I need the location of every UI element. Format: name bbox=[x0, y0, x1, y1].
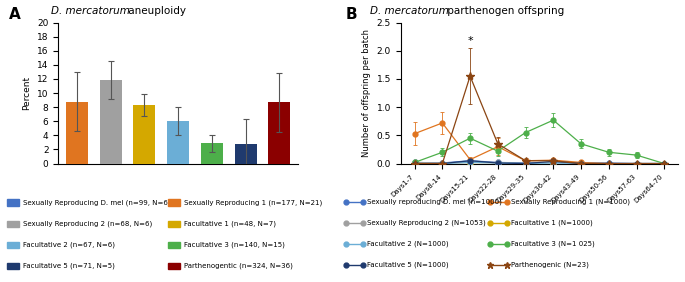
Text: aneuploidy: aneuploidy bbox=[125, 6, 186, 16]
Bar bbox=[99, 80, 121, 164]
Text: Sexually Reproducing 1 (n=177, N=21): Sexually Reproducing 1 (n=177, N=21) bbox=[184, 199, 323, 206]
Text: Sexually Reproducing D. mel (n=99, N=6): Sexually Reproducing D. mel (n=99, N=6) bbox=[23, 199, 171, 206]
Text: B: B bbox=[346, 7, 358, 22]
Text: Facultative 1 (N=1000): Facultative 1 (N=1000) bbox=[511, 219, 593, 226]
Text: Sexually Reproducing 1 (N=1000): Sexually Reproducing 1 (N=1000) bbox=[511, 198, 630, 205]
Text: *: * bbox=[467, 36, 473, 46]
Text: Facultative 2 (N=1000): Facultative 2 (N=1000) bbox=[367, 241, 449, 247]
Bar bbox=[66, 102, 88, 164]
Text: Sexually Reproducing 2 (N=1053): Sexually Reproducing 2 (N=1053) bbox=[367, 219, 486, 226]
Text: Parthenogenic (N=23): Parthenogenic (N=23) bbox=[511, 262, 589, 268]
Text: Facultative 5 (n=71, N=5): Facultative 5 (n=71, N=5) bbox=[23, 263, 115, 269]
Text: parthenogen offspring: parthenogen offspring bbox=[444, 6, 564, 16]
Text: D. mercatorum: D. mercatorum bbox=[370, 6, 449, 16]
Y-axis label: Number of offspring per batch: Number of offspring per batch bbox=[362, 29, 371, 157]
Text: A: A bbox=[9, 7, 21, 22]
Text: Facultative 1 (n=48, N=7): Facultative 1 (n=48, N=7) bbox=[184, 220, 276, 227]
Bar bbox=[269, 102, 290, 164]
Text: Facultative 3 (n=140, N=15): Facultative 3 (n=140, N=15) bbox=[184, 241, 285, 248]
Text: Facultative 5 (N=1000): Facultative 5 (N=1000) bbox=[367, 262, 449, 268]
Bar bbox=[167, 121, 189, 164]
Text: D. mercatorum: D. mercatorum bbox=[51, 6, 130, 16]
Text: Parthenogentic (n=324, N=36): Parthenogentic (n=324, N=36) bbox=[184, 263, 293, 269]
Bar bbox=[134, 105, 155, 164]
Text: Facultative 2 (n=67, N=6): Facultative 2 (n=67, N=6) bbox=[23, 241, 115, 248]
Text: Facultative 3 (N=1 025): Facultative 3 (N=1 025) bbox=[511, 241, 595, 247]
Text: Sexually Reproducing 2 (n=68, N=6): Sexually Reproducing 2 (n=68, N=6) bbox=[23, 220, 153, 227]
Bar bbox=[201, 143, 223, 164]
Bar bbox=[235, 144, 257, 164]
Text: Sexually reproducing D. mel (n=1000): Sexually reproducing D. mel (n=1000) bbox=[367, 198, 502, 205]
Y-axis label: Percent: Percent bbox=[23, 76, 32, 110]
